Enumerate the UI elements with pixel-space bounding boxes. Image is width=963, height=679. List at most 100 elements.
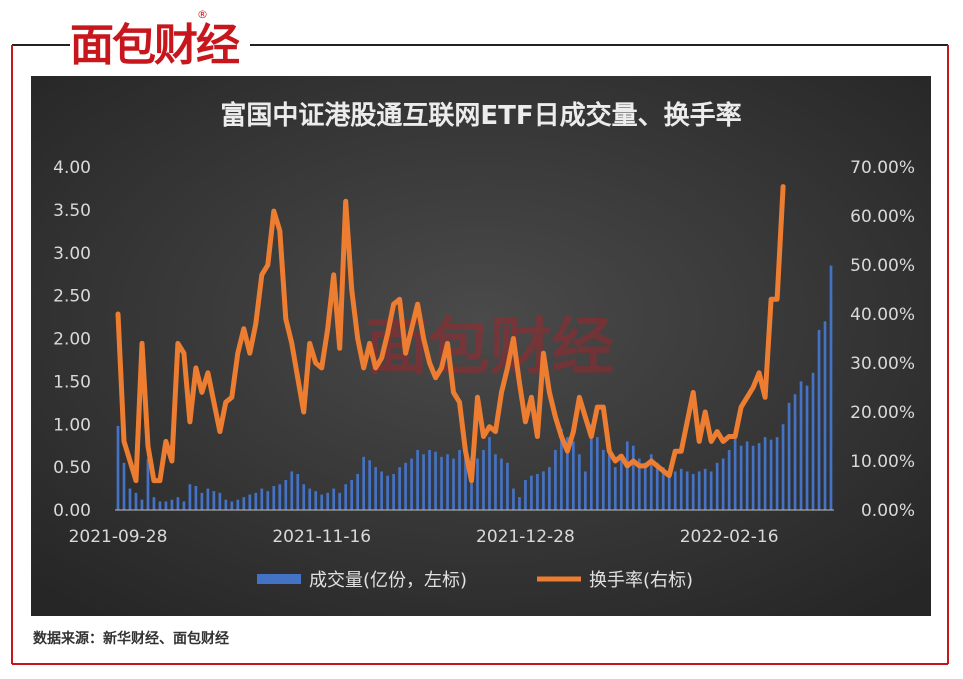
volume-bar [134,492,138,510]
volume-bar [302,484,306,510]
volume-bar [410,458,413,510]
volume-bar [673,471,677,510]
x-tick-label: 2021-09-28 [69,527,168,547]
volume-bar [733,437,737,510]
volume-bar [242,497,246,510]
volume-bar [727,449,731,510]
right-tick-label: 0.00% [861,501,915,521]
right-tick-label: 70.00% [850,158,915,178]
volume-bar [817,329,821,510]
volume-bar [655,462,659,510]
volume-bar [326,492,330,510]
volume-bar [236,499,240,510]
volume-bar [715,462,719,510]
volume-bar [428,449,431,510]
volume-bar [637,458,641,510]
volume-bar [182,501,186,510]
volume-bar [578,454,581,510]
volume-bar [667,471,671,510]
volume-bar [518,497,521,510]
volume-bar [799,381,803,510]
volume-bar [416,449,419,510]
volume-bar [464,454,467,510]
left-tick-label: 2.00 [53,330,91,350]
volume-bar [548,467,551,510]
volume-bar [140,499,144,510]
volume-bar [560,428,563,510]
left-tick-label: 1.50 [53,372,91,392]
volume-bar [158,501,162,510]
volume-bar [164,501,168,510]
right-tick-label: 30.00% [850,354,915,374]
volume-bar [170,499,174,510]
volume-bar [703,468,707,510]
volume-bar [380,471,383,510]
right-axis-ticks: 0.00% 10.00% 20.00% 30.00% 40.00% 50.00% 60.00… [850,158,915,521]
volume-bar [661,467,665,510]
volume-bar [176,497,180,510]
x-tick-label: 2022-02-16 [680,527,779,547]
volume-bar [512,488,515,510]
volume-bar [787,402,791,510]
volume-bar [452,458,455,510]
volume-bar [356,473,360,510]
volume-bar [625,441,629,510]
volume-bar [146,458,150,510]
volume-bar [595,437,599,510]
volume-bar [685,471,689,510]
left-tick-label: 0.00 [53,501,91,521]
data-source: 数据来源：新华财经、面包财经 [33,631,229,647]
volume-bar [697,471,701,510]
volume-bar [649,454,653,510]
volume-bar [536,473,539,510]
volume-bar [745,441,749,510]
volume-bar [266,491,270,510]
volume-bar [398,467,401,510]
volume-bar [350,479,354,510]
volume-bar [757,443,761,510]
volume-bar [404,462,407,510]
volume-bars [116,265,833,510]
volume-bar [458,449,461,510]
volume-bar [811,372,815,510]
left-tick-label: 3.50 [53,201,91,221]
volume-bar [254,492,258,510]
volume-bar [308,488,312,510]
volume-bar [248,494,252,510]
legend-bar-swatch [257,574,301,584]
volume-bar [314,491,318,510]
volume-bar [374,467,377,510]
volume-bar [566,437,569,510]
volume-bar [434,451,437,510]
brand-logo-text: 面包财经 [70,20,240,71]
left-tick-label: 4.00 [53,158,91,178]
volume-bar [128,488,132,510]
right-tick-label: 10.00% [850,452,915,472]
volume-bar [793,394,797,510]
left-tick-label: 0.50 [53,458,91,478]
volume-bar [601,449,605,510]
volume-bar [224,499,228,510]
legend-line-label: 换手率(右标) [589,570,693,591]
volume-bar [284,479,288,510]
chart: 富国中证港股通互联网ETF日成交量、换手率 面包财经 0.000.501.001… [31,76,931,616]
left-tick-label: 3.00 [53,244,91,264]
volume-bar [572,441,575,510]
volume-bar [320,494,324,510]
volume-bar [152,497,156,510]
volume-bar [470,456,473,510]
right-tick-label: 50.00% [850,256,915,276]
volume-bar [272,485,276,510]
volume-bar [781,424,785,510]
volume-bar [122,462,126,510]
volume-bar [488,437,491,510]
volume-bar [362,456,366,510]
volume-bar [344,484,348,510]
x-axis-ticks: 2021-09-28 2021-11-16 2021-12-28 2022-02-16 [69,527,779,547]
volume-bar [500,458,503,510]
right-tick-label: 40.00% [850,305,915,325]
left-tick-label: 2.50 [53,287,91,307]
volume-bar [619,458,623,510]
x-tick-label: 2021-11-16 [272,527,371,547]
